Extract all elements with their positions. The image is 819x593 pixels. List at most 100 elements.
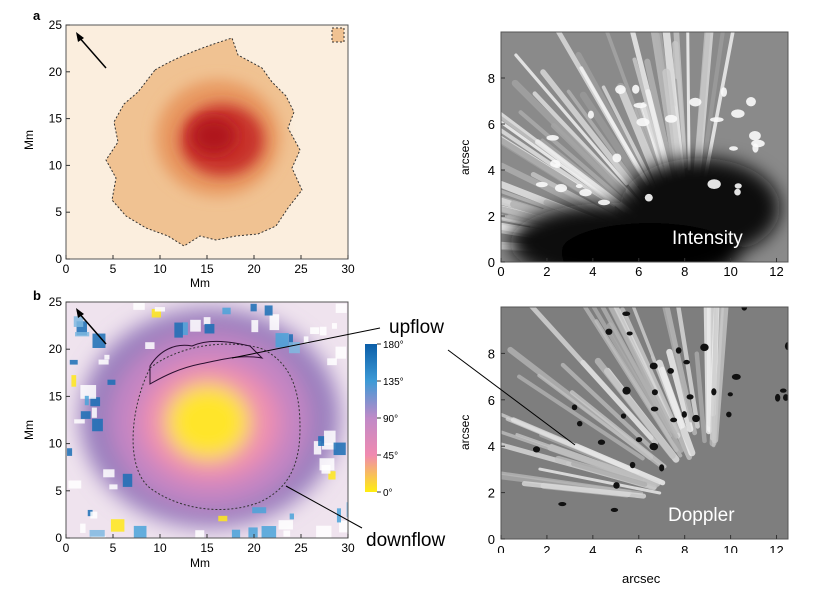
doppler-filament (666, 348, 694, 433)
panel-letter-a: a (33, 8, 41, 23)
doppler-filament (528, 307, 659, 446)
doppler-filament (571, 461, 648, 487)
x-tick-label: 0 (63, 262, 70, 276)
umbra-center (192, 118, 236, 154)
filament (697, 32, 725, 192)
bright-grain (665, 114, 678, 123)
downflow-spots (532, 307, 788, 513)
downflow-spot (597, 439, 606, 445)
colorbar-tick-label: 180° (383, 340, 404, 351)
field-patch (335, 346, 347, 359)
downflow-spot (629, 461, 636, 469)
field-patch (204, 323, 215, 334)
y-tick-label: 2 (488, 486, 495, 501)
x-tick-label: 8 (681, 543, 688, 553)
y-tick-label: 6 (488, 393, 495, 408)
downflow-spot (681, 411, 687, 418)
panel-a-xticks: 0 5 10 15 20 25 30 (63, 255, 355, 276)
downflow-spot (726, 411, 732, 418)
y-tick-label: 15 (49, 112, 63, 126)
downflow-spot (686, 394, 694, 400)
doppler-filament (600, 307, 684, 453)
doppler-filament (624, 313, 680, 433)
downflow-label: downflow (366, 530, 446, 551)
field-patch (346, 502, 348, 518)
field-patch (133, 302, 145, 310)
bright-grain (710, 117, 724, 123)
bright-grain (689, 97, 702, 107)
panel-b-xticks: 0 5 10 15 20 25 30 (63, 534, 355, 555)
field-patch (313, 441, 322, 455)
field-patch (109, 484, 118, 490)
field-patch (288, 334, 293, 346)
x-tick-label: 15 (200, 541, 214, 555)
field-patch (89, 529, 105, 537)
filament (630, 32, 673, 184)
intensity-label: Intensity (672, 228, 743, 249)
x-tick-label: 30 (341, 262, 355, 276)
y-tick-label: 25 (49, 295, 63, 309)
field-patch (75, 332, 90, 337)
filament (686, 32, 691, 171)
x-tick-label: 12 (769, 543, 783, 553)
field-patch (145, 342, 155, 350)
bright-grain (746, 96, 756, 107)
x-tick-label: 6 (635, 543, 642, 553)
downflow-spot (532, 446, 541, 453)
bright-grain (749, 131, 761, 141)
downflow-spot (649, 362, 658, 370)
doppler-filament (501, 471, 644, 495)
field-patch (327, 358, 337, 366)
colorbar-tick-label: 0° (383, 488, 393, 499)
bright-grain (707, 179, 721, 190)
colorbar-tick-label: 45° (383, 451, 398, 462)
field-patch (74, 419, 85, 424)
y-tick-label: 10 (49, 158, 63, 172)
field-patch (182, 322, 188, 336)
x-tick-label: 12 (769, 264, 783, 279)
field-patch (264, 305, 273, 316)
x-tick-label: 25 (294, 541, 308, 555)
y-tick-label: 20 (49, 342, 63, 356)
field-patch (275, 333, 289, 348)
field-patch (231, 529, 241, 538)
field-patch (133, 525, 147, 538)
field-patch (71, 375, 77, 387)
doppler-filament (569, 390, 667, 469)
penumbra-boundary-contour (105, 37, 303, 247)
field-patch (251, 320, 259, 333)
x-tick-label: 10 (723, 543, 737, 553)
filament (579, 66, 650, 186)
bright-grain (535, 181, 548, 188)
y-tick-label: 4 (488, 439, 495, 454)
field-patch (174, 322, 183, 338)
field-patch (68, 480, 82, 489)
x-tick-label: 4 (589, 543, 596, 553)
field-patch (73, 316, 84, 327)
x-tick-label: 10 (153, 262, 167, 276)
bright-grain (644, 193, 653, 202)
doppler-filament (676, 307, 700, 429)
intensity-yticks: 0 2 4 6 8 (488, 71, 505, 270)
filament (692, 32, 711, 186)
downflow-spot (779, 388, 787, 393)
x-tick-label: 6 (635, 264, 642, 279)
upflow-label: upflow (389, 317, 444, 338)
doppler-filament (662, 307, 693, 423)
y-tick-label: 8 (488, 71, 495, 86)
bright-grain (729, 146, 738, 151)
downflow-spot (622, 386, 631, 395)
bright-grain (587, 110, 594, 119)
downflow-spot (610, 507, 619, 513)
y-tick-label: 2 (488, 209, 495, 224)
doppler-filament (694, 351, 707, 444)
filament (501, 128, 615, 208)
small-patch (331, 27, 345, 43)
downflow-spot (571, 404, 578, 411)
doppler-filament (521, 481, 647, 499)
downflow-spot (731, 373, 741, 380)
doppler-filament (517, 374, 645, 461)
field-patch (318, 436, 325, 446)
filament (511, 79, 627, 195)
x-tick-label: 10 (723, 264, 737, 279)
